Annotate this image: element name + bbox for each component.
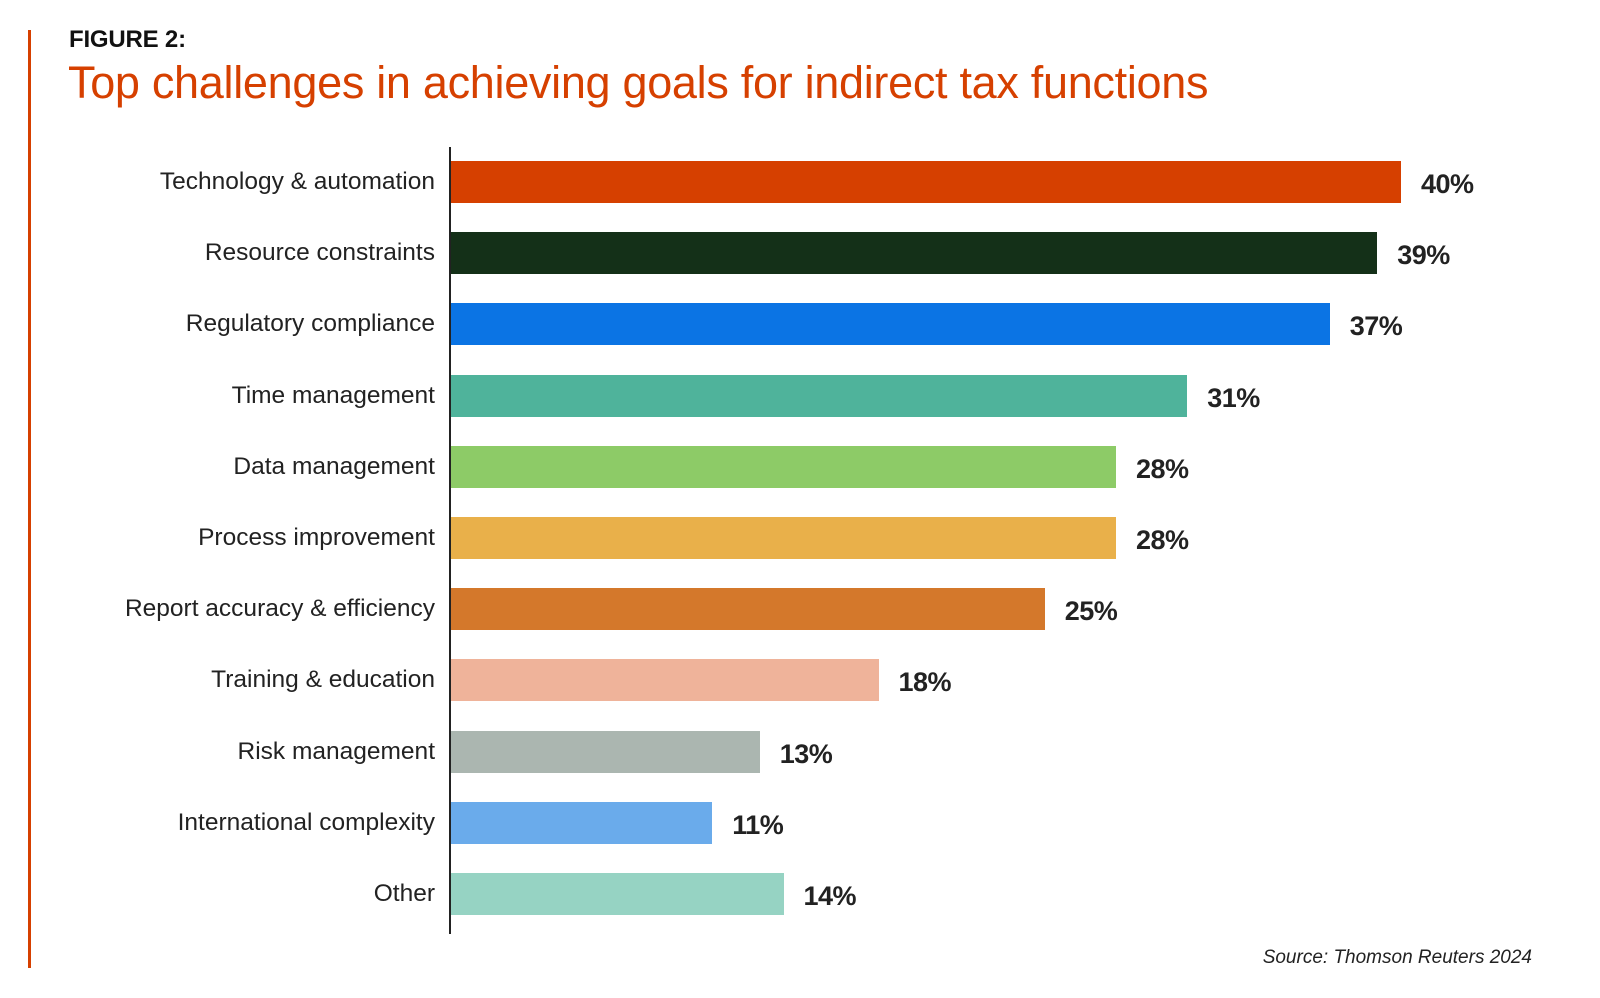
bar xyxy=(451,873,784,915)
bar xyxy=(451,161,1401,203)
bar-row: International complexity 11% xyxy=(0,801,1600,844)
bar-row: Data management 28% xyxy=(0,445,1600,488)
value-label: 40% xyxy=(1421,169,1474,199)
bar xyxy=(451,517,1116,559)
bar xyxy=(451,445,1116,488)
bar-row: Resource constraints 39% xyxy=(0,232,1600,275)
bar xyxy=(451,232,1378,275)
value-label: 37% xyxy=(1349,311,1403,342)
figure-label: FIGURE 2: xyxy=(69,26,186,53)
value-label: 31% xyxy=(1207,382,1260,413)
category-label: Other xyxy=(373,880,435,907)
bar xyxy=(451,588,1045,631)
bar-row: Training & education 18% xyxy=(0,659,1600,702)
value-label: 14% xyxy=(803,881,857,911)
category-label: Report accuracy & efficiency xyxy=(124,595,435,623)
category-label: Process improvement xyxy=(198,524,435,551)
category-label: International complexity xyxy=(177,808,435,836)
bar xyxy=(451,303,1330,346)
category-label: Technology & automation xyxy=(159,168,435,195)
category-label: Training & education xyxy=(211,666,435,694)
bar-row: Technology & automation 40% xyxy=(0,161,1600,203)
category-label: Data management xyxy=(233,452,435,480)
chart-title: Top challenges in achieving goals for in… xyxy=(68,57,1209,108)
value-label: 39% xyxy=(1397,240,1450,271)
value-label: 25% xyxy=(1064,596,1118,627)
value-label: 18% xyxy=(898,667,952,698)
value-label: 28% xyxy=(1136,453,1189,484)
category-label: Resource constraints xyxy=(204,239,435,267)
bar-row: Regulatory compliance 37% xyxy=(0,303,1600,346)
category-label: Regulatory compliance xyxy=(185,310,435,338)
bar-row: Time management 31% xyxy=(0,374,1600,417)
value-label: 11% xyxy=(732,809,784,840)
bar-row: Process improvement 28% xyxy=(0,517,1600,559)
y-axis-line xyxy=(449,147,451,934)
category-label: Time management xyxy=(231,381,435,409)
bar-row: Risk management 13% xyxy=(0,730,1600,773)
bar xyxy=(451,801,713,844)
bar xyxy=(451,659,879,702)
bar-row: Report accuracy & efficiency 25% xyxy=(0,588,1600,631)
accent-rule xyxy=(28,30,31,968)
bar xyxy=(451,730,760,773)
bar xyxy=(451,374,1188,417)
value-label: 28% xyxy=(1136,525,1189,555)
bar-row: Other 14% xyxy=(0,873,1600,915)
category-label: Risk management xyxy=(237,737,435,765)
value-label: 13% xyxy=(779,738,833,769)
source-note: Source: Thomson Reuters 2024 xyxy=(1262,947,1532,968)
